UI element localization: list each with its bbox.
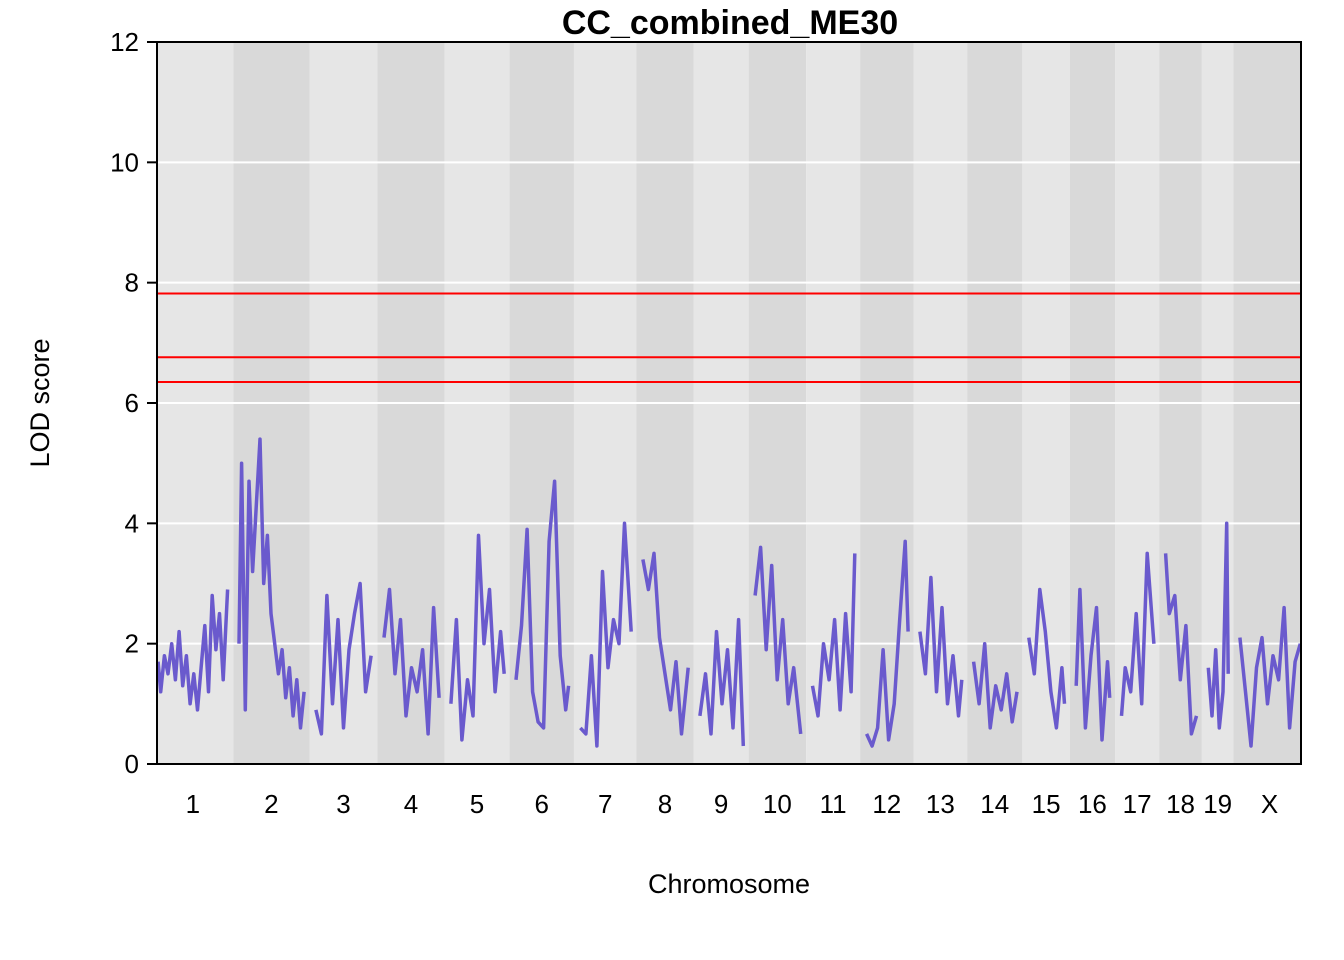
y-tick-label: 8 — [125, 268, 139, 298]
y-tick-label: 10 — [110, 147, 139, 177]
x-tick-label-chr-5: 5 — [470, 789, 484, 819]
x-axis-title: Chromosome — [648, 869, 810, 899]
lod-curve-chr-2 — [237, 437, 306, 730]
lod-curve-chr-1 — [156, 589, 230, 712]
x-tick-label-chr-3: 3 — [336, 789, 350, 819]
lod-curve-chr-9 — [698, 617, 746, 747]
x-tick-label-chr-17: 17 — [1123, 789, 1152, 819]
lod-curve-chr-11 — [810, 553, 857, 718]
chart-title: CC_combined_ME30 — [562, 4, 898, 42]
x-tick-label-chr-12: 12 — [872, 789, 901, 819]
lod-curve-chr-X — [1238, 605, 1302, 748]
y-tick-label: 4 — [125, 508, 139, 538]
lod-curve-chr-19 — [1206, 521, 1230, 730]
lod-curve-chr-18 — [1163, 553, 1199, 736]
lod-curve-chr-7 — [579, 521, 633, 748]
x-tick-label-chr-10: 10 — [763, 789, 792, 819]
y-axis: 0 2 4 6 8 10 12 — [110, 27, 158, 779]
x-tick-label-chr-6: 6 — [535, 789, 549, 819]
x-tick-label-chr-9: 9 — [714, 789, 728, 819]
x-tick-label-chr-13: 13 — [926, 789, 955, 819]
y-tick-label: 0 — [125, 749, 139, 779]
x-tick-label-chr-19: 19 — [1203, 789, 1232, 819]
y-tick-label: 2 — [125, 629, 139, 659]
threshold-lines — [157, 292, 1301, 383]
lod-curve-chr-13 — [918, 575, 964, 718]
lod-series — [156, 437, 1302, 748]
x-tick-label-chr-11: 11 — [820, 789, 847, 819]
x-tick-label-chr-1: 1 — [186, 789, 200, 819]
x-tick-label-chr-7: 7 — [598, 789, 612, 819]
x-tick-label-chr-4: 4 — [404, 789, 418, 819]
lod-curve-chr-17 — [1119, 551, 1156, 717]
x-tick-label-chr-16: 16 — [1078, 789, 1107, 819]
x-tick-label-chr-18: 18 — [1166, 789, 1195, 819]
x-axis: 1 2 3 4 5 6 7 8 9 10 11 12 13 14 15 16 17 18 19 X — [186, 789, 1279, 819]
lod-curve-chr-15 — [1027, 587, 1067, 730]
x-tick-label-chr-8: 8 — [658, 789, 672, 819]
x-tick-label-chr-15: 15 — [1032, 789, 1061, 819]
lod-curve-chr-14 — [971, 641, 1019, 730]
x-tick-label-chr-X: X — [1261, 789, 1278, 819]
lod-curve-chr-12 — [865, 539, 910, 748]
lod-curve-chr-4 — [382, 587, 441, 736]
lod-curve-chr-10 — [753, 545, 803, 735]
lod-curve-chr-5 — [449, 533, 506, 742]
lod-curve-chr-16 — [1074, 587, 1112, 742]
y-axis-title: LOD score — [25, 338, 55, 467]
lod-curve-chr-6 — [514, 479, 571, 730]
x-tick-label-chr-2: 2 — [264, 789, 278, 819]
lod-curve-chr-3 — [314, 581, 373, 736]
x-tick-label-chr-14: 14 — [980, 789, 1009, 819]
lod-curve-chr-8 — [641, 551, 690, 736]
y-tick-label: 6 — [125, 388, 139, 418]
y-tick-label: 12 — [110, 27, 139, 57]
